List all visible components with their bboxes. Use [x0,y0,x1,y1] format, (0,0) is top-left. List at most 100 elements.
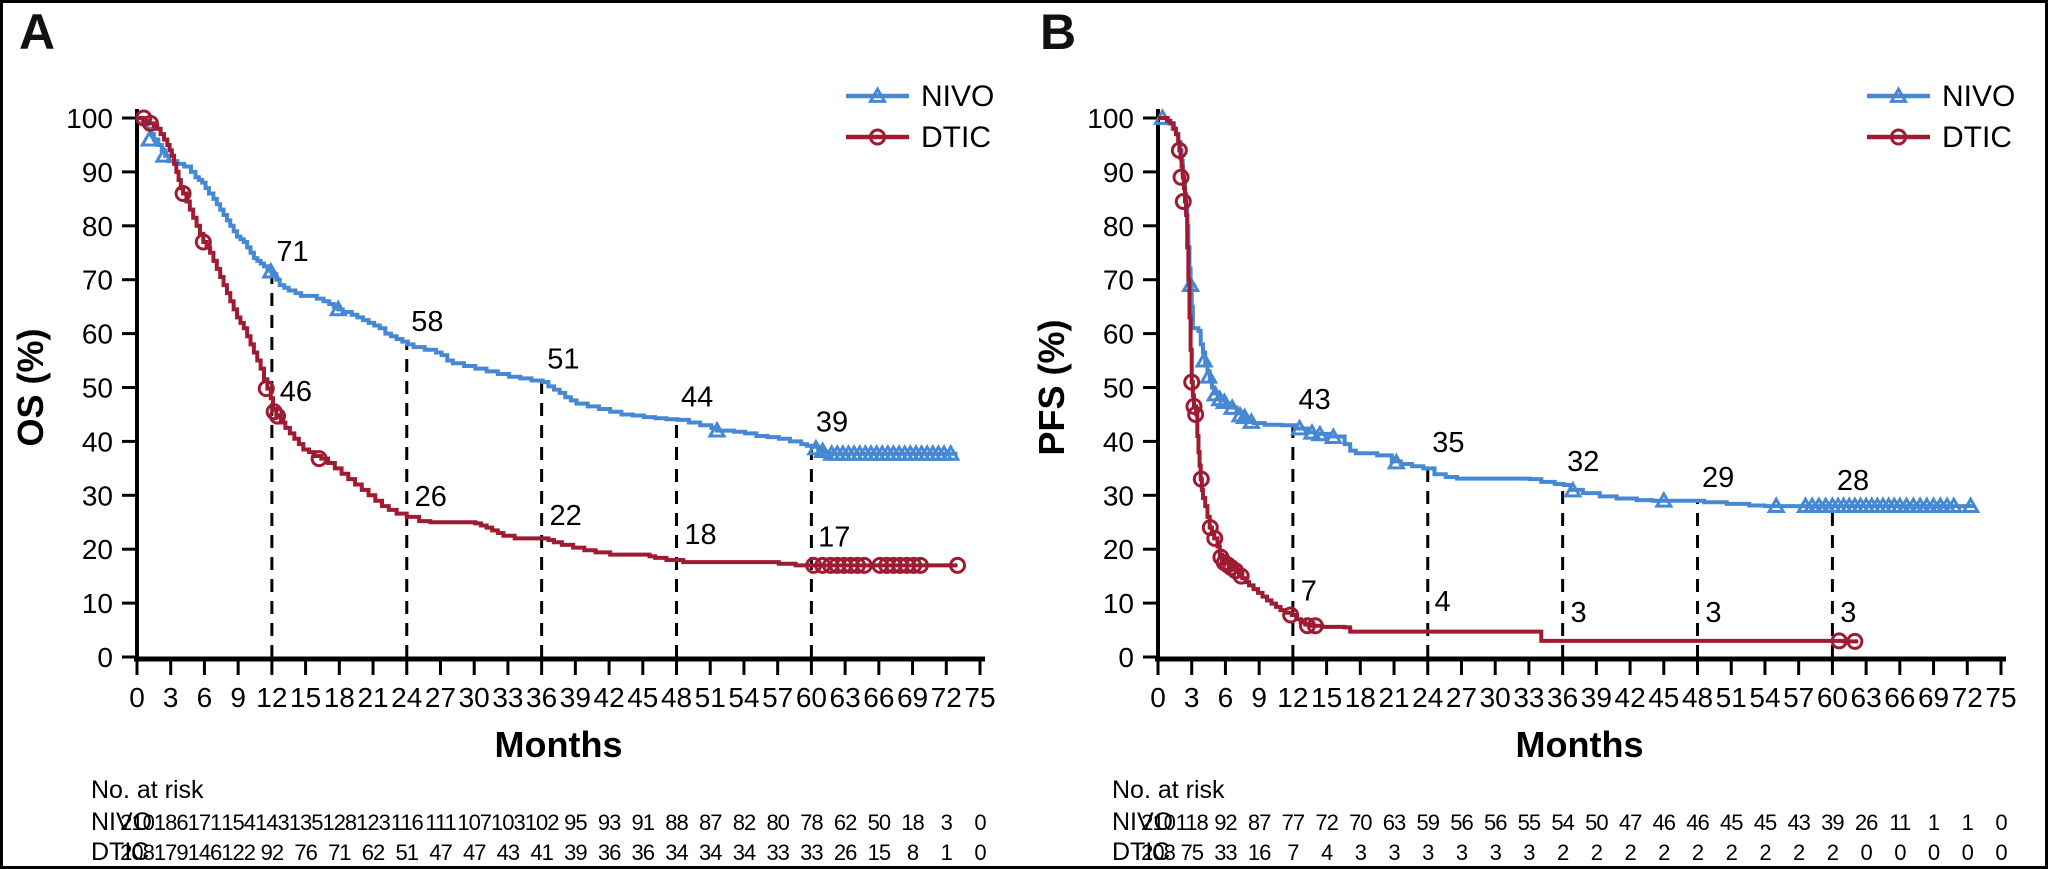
km-chart-os: 0 3 6 9 12 15 18 21 24 27 30 33 36 39 42 45 48 51 54 57 60 63… [10,80,996,866]
risk-value: 18 [901,810,924,835]
censor-mark-nivo [1290,418,1310,436]
risk-value: 47 [1619,810,1642,835]
x-tick-label: 3 [1184,682,1200,713]
risk-value: 4 [1321,840,1333,865]
risk-value: 88 [665,810,688,835]
risk-value: 0 [1995,840,2007,865]
milestone-annotation: 18 [684,519,716,551]
x-tick-label: 48 [661,682,692,713]
milestone-annotation: 3 [1705,597,1721,629]
y-tick-label: 30 [82,480,113,511]
risk-value: 56 [1450,810,1473,835]
risk-value: 2 [1557,840,1569,865]
risk-value: 143 [255,810,289,835]
milestone-annotation: 43 [1299,384,1331,416]
risk-value: 77 [1282,810,1305,835]
y-tick-label: 0 [1118,642,1134,673]
y-tick-label: 70 [82,265,113,296]
censor-mark-dtic [1174,193,1192,211]
risk-value: 34 [733,840,756,865]
legend-triangle-icon [1888,86,1909,103]
risk-value: 0 [1894,840,1906,865]
milestone-annotation: 29 [1702,462,1734,494]
censor-mark-dtic [1830,632,1848,650]
risk-value: 55 [1518,810,1541,835]
censor-mark-nivo [941,443,961,461]
x-tick-label: 39 [1581,682,1612,713]
y-tick-label: 50 [82,373,113,404]
risk-value: 107 [457,810,491,835]
risk-value: 75 [1180,840,1203,865]
panel-letter-b: B [1040,4,1077,60]
risk-table-title: No. at risk [91,776,204,804]
risk-value: 2 [1827,840,1839,865]
risk-value: 208 [120,840,154,865]
risk-value: 93 [598,810,621,835]
x-tick-label: 6 [197,682,213,713]
risk-value: 2 [1759,840,1771,865]
censor-mark-dtic [310,450,328,468]
x-tick-label: 75 [1985,682,2016,713]
risk-value: 122 [221,840,255,865]
risk-value: 0 [1995,810,2007,835]
censor-mark-nivo [1222,398,1242,415]
y-tick-label: 80 [82,211,113,242]
risk-value: 7 [1287,840,1299,865]
risk-value: 72 [1315,810,1338,835]
risk-value: 45 [1720,810,1743,835]
risk-value: 0 [974,810,986,835]
risk-value: 154 [221,810,255,835]
risk-value: 210 [120,810,154,835]
x-tick-label: 45 [627,682,658,713]
risk-value: 2 [1726,840,1738,865]
risk-value: 33 [766,840,789,865]
censor-mark-nivo [139,129,159,147]
risk-value: 11 [1889,810,1911,835]
risk-value: 123 [356,810,390,835]
risk-value: 186 [154,810,188,835]
risk-value: 3 [1422,840,1434,865]
risk-value: 34 [665,840,688,865]
risk-value: 2 [1658,840,1670,865]
risk-value: 2 [1591,840,1603,865]
risk-value: 135 [289,810,323,835]
x-tick-label: 75 [964,682,995,713]
risk-value: 80 [766,810,789,835]
censor-mark-nivo [1310,424,1330,442]
x-tick-label: 63 [1851,682,1882,713]
y-tick-label: 20 [1103,534,1134,565]
x-tick-label: 6 [1218,682,1234,713]
censor-mark-nivo [1386,452,1406,470]
censor-mark-dtic [1306,617,1324,635]
risk-value: 2 [1793,840,1805,865]
milestone-annotation: 28 [1837,465,1869,497]
risk-value: 1 [941,840,953,865]
x-tick-label: 24 [1412,682,1443,713]
censor-mark-nivo [1654,490,1674,508]
censor-mark-nivo [813,441,833,459]
risk-value: 0 [1860,840,1872,865]
censor-mark-nivo [154,145,174,163]
censor-mark-nivo [1766,496,1786,513]
risk-value: 0 [1928,840,1940,865]
x-tick-label: 60 [796,682,827,713]
risk-value: 51 [396,840,419,865]
legend-triangle-icon [867,86,888,103]
x-tick-label: 36 [526,682,557,713]
x-tick-label: 66 [1884,682,1915,713]
y-tick-label: 40 [82,426,113,457]
risk-value: 70 [1349,810,1372,835]
x-tick-label: 18 [1345,682,1376,713]
risk-value: 78 [800,810,823,835]
risk-value: 210 [1141,810,1175,835]
risk-value: 59 [1417,810,1440,835]
censor-mark-nivo [1214,392,1234,409]
risk-value: 46 [1653,810,1676,835]
risk-value: 1 [1962,810,1974,835]
x-axis-title: Months [1516,724,1644,765]
risk-value: 2 [1692,840,1704,865]
milestone-annotation: 58 [411,306,443,338]
risk-value: 36 [632,840,655,865]
x-tick-label: 54 [728,682,759,713]
